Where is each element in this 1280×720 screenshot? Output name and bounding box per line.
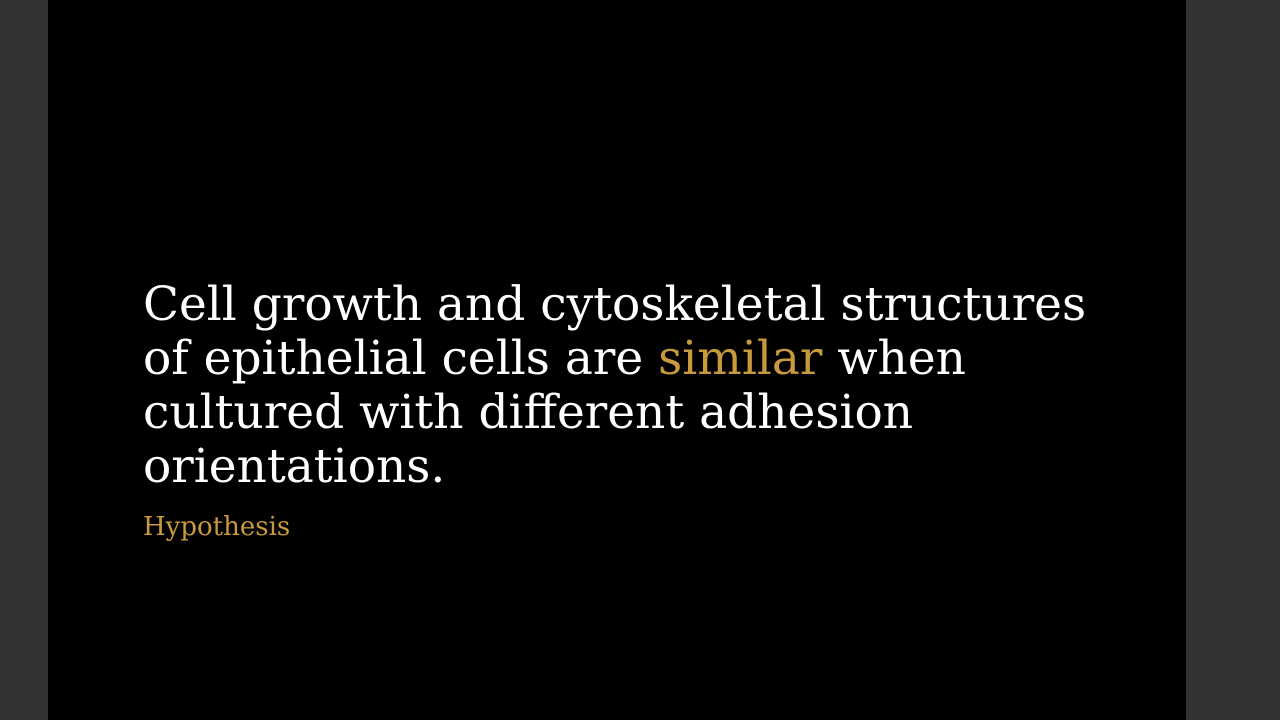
statement-highlight: similar	[658, 331, 823, 386]
statement-text-after: when cultured with different adhesion or…	[143, 331, 966, 494]
hypothesis-statement: Cell growth and cytoskeletal structures …	[143, 278, 1143, 494]
statement-text-before: Cell growth and cytoskeletal structures …	[143, 277, 1087, 386]
slide[interactable]: Cell growth and cytoskeletal structures …	[48, 0, 1186, 720]
slide-caption: Hypothesis	[143, 512, 291, 542]
